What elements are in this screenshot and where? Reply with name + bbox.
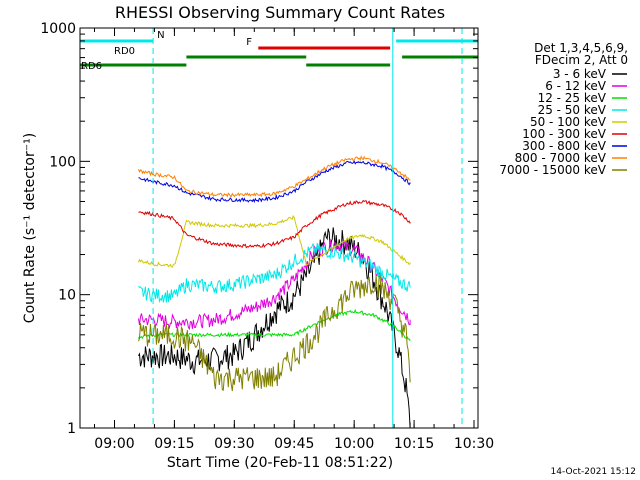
legend-entry-1: 6 - 12 keV (545, 79, 607, 93)
y-tick-label-3: 1000 (40, 21, 76, 37)
series-line-8 (138, 274, 411, 392)
generation-timestamp: 14-Oct-2021 15:12 (551, 467, 636, 477)
series-lines (138, 155, 411, 429)
axis-ticks: 09:00 09:15 09:30 09:45 10:00 10:15 10:30 1 10 10… (40, 21, 494, 452)
x-tick-label-1: 09:15 (154, 436, 194, 452)
legend-entry-3: 25 - 50 keV (538, 103, 607, 117)
y-axis-label: Count Rate (s⁻¹ detector⁻¹) (22, 133, 38, 323)
chart-title: RHESSI Observing Summary Count Rates (115, 3, 445, 22)
y-tick-label-1: 10 (58, 288, 76, 304)
flag-label-f: F (246, 37, 252, 48)
x-tick-label-6: 10:30 (454, 436, 494, 452)
x-axis-label: Start Time (20-Feb-11 08:51:22) (167, 455, 393, 471)
legend-entry-4: 50 - 100 keV (530, 115, 607, 129)
series-line-2 (138, 308, 411, 341)
plot-frame (79, 27, 479, 429)
flag-label-rd0: RD0 (114, 46, 135, 57)
y-tick-label-2: 100 (49, 154, 76, 170)
series-line-4 (138, 214, 411, 268)
series-line-5 (138, 199, 411, 249)
flag-label-n: N (157, 30, 164, 41)
x-tick-label-3: 09:45 (274, 436, 314, 452)
x-tick-label-5: 10:15 (394, 436, 434, 452)
x-tick-label-0: 09:00 (94, 436, 134, 452)
status-flag-bars: N F RD0 RD6 (80, 30, 478, 72)
x-tick-label-2: 09:30 (214, 436, 254, 452)
legend: Det 1,3,4,5,6,9,FDecim 2, Att 03 - 6 keV… (499, 41, 628, 177)
legend-entry-7: 800 - 7000 keV (515, 151, 607, 165)
legend-header-1: FDecim 2, Att 0 (535, 53, 628, 67)
y-tick-label-0: 1 (67, 421, 76, 437)
x-tick-label-4: 10:00 (334, 436, 374, 452)
series-line-3 (138, 242, 411, 304)
legend-entry-8: 7000 - 15000 keV (499, 163, 606, 177)
legend-entry-5: 100 - 300 keV (522, 127, 606, 141)
series-line-7 (138, 155, 411, 198)
flag-label-rd6: RD6 (81, 61, 102, 72)
legend-entry-2: 12 - 25 keV (538, 91, 607, 105)
series-line-6 (138, 160, 411, 204)
legend-entry-6: 300 - 800 keV (522, 139, 606, 153)
legend-header-0: Det 1,3,4,5,6,9, (534, 41, 628, 55)
legend-entry-0: 3 - 6 keV (553, 67, 607, 81)
